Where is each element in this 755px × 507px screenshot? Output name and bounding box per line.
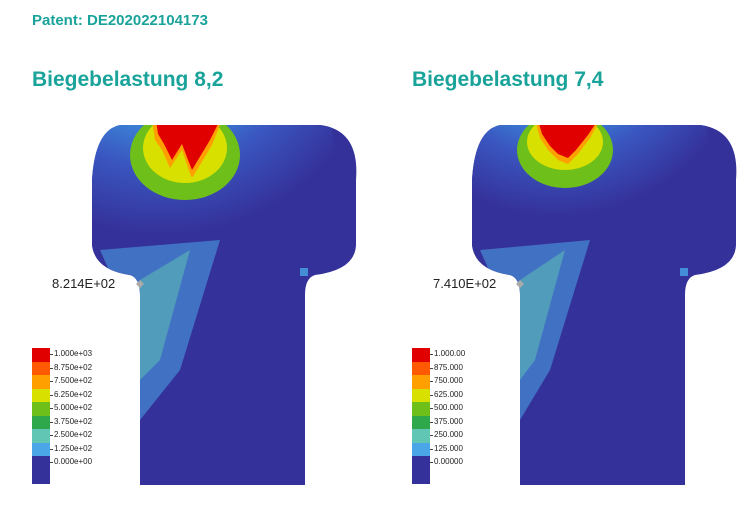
legend-swatch (412, 388, 430, 403)
legend-tick (430, 462, 433, 463)
legend-swatch (412, 348, 430, 362)
legend-tick (50, 421, 53, 423)
legend-swatch (32, 361, 50, 376)
legend-tick (50, 448, 53, 450)
legend-swatch (412, 361, 430, 376)
legend-label: 5.000e+02 (54, 403, 93, 412)
legend-tick (430, 421, 433, 423)
legend-label: 0.000e+00 (54, 457, 93, 466)
legend-label: 0.00000 (434, 457, 463, 466)
legend-swatch (32, 429, 50, 443)
legend-label: 2.500e+02 (54, 430, 93, 439)
legend-tick (50, 354, 53, 355)
legend-swatch (32, 456, 50, 470)
legend-label: 750.000 (434, 376, 463, 385)
legend-swatch (412, 415, 430, 430)
legend-tick (50, 408, 53, 409)
legend-label: 875.000 (434, 362, 463, 372)
legend-label: 1.000e+03 (54, 349, 93, 358)
legend-swatch (32, 442, 50, 457)
legend-tick (430, 435, 433, 436)
legend-tick (430, 354, 433, 355)
legend-swatch (32, 375, 50, 389)
panel-title-left: Biegebelastung 8,2 (32, 68, 224, 91)
stress-plot-left (92, 125, 357, 485)
legend-swatch (32, 388, 50, 403)
legend-swatch (32, 415, 50, 430)
legend-swatch (412, 429, 430, 443)
legend-label: 250.000 (434, 430, 463, 439)
legend-tick (50, 381, 53, 382)
legend-label: 625.000 (434, 389, 463, 399)
legend-tick (430, 394, 433, 396)
legend-swatch (412, 456, 430, 470)
legend-label: 375.000 (434, 416, 463, 426)
legend-label: 500.000 (434, 403, 463, 412)
legend-tick (50, 394, 53, 396)
max-value-label-left: 8.214E+02 (52, 276, 116, 291)
patent-number: Patent: DE202022104173 (32, 12, 208, 29)
legend-tick (50, 367, 53, 369)
legend-swatch (412, 469, 430, 484)
legend-swatch (32, 348, 50, 362)
legend-swatch (32, 402, 50, 416)
legend-label: 1.000.00 (434, 349, 466, 358)
legend-swatch (412, 402, 430, 416)
stress-plot-right (472, 125, 737, 485)
legend-label: 3.750e+02 (54, 416, 93, 426)
legend-tick (430, 367, 433, 369)
legend-label: 125.000 (434, 443, 463, 453)
legend-label: 6.250e+02 (54, 389, 93, 399)
legend-label: 1.250e+02 (54, 443, 93, 453)
max-value-label-right: 7.410E+02 (433, 276, 497, 291)
legend-label: 7.500e+02 (54, 376, 93, 385)
legend-label: 8.750e+02 (54, 362, 93, 372)
legend-swatch (412, 442, 430, 457)
legend-tick (430, 381, 433, 382)
legend-tick (430, 448, 433, 450)
legend-tick (50, 462, 53, 463)
panel-title-right: Biegebelastung 7,4 (412, 68, 604, 91)
legend-tick (430, 408, 433, 409)
legend-swatch (412, 375, 430, 389)
legend-tick (50, 435, 53, 436)
legend-swatch (32, 469, 50, 484)
